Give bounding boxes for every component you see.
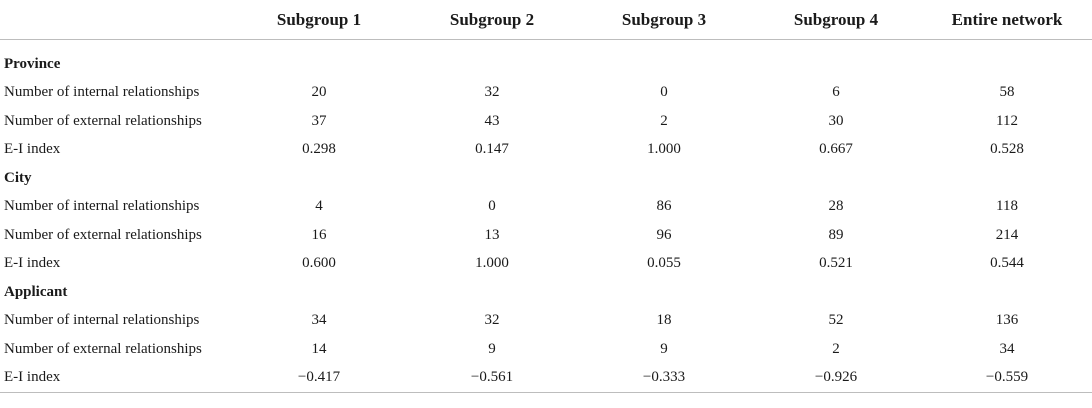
section-row: City	[0, 164, 1092, 193]
table-cell: 96	[656, 226, 672, 243]
table-cell: 14	[311, 340, 327, 357]
table-row: E-I index 0.600 1.000 0.055 0.521 0.544	[0, 250, 1092, 279]
table-cell: 16	[311, 226, 327, 243]
row-label: Number of internal relationships	[4, 84, 200, 101]
header-cell-entire-network: Entire network	[922, 0, 1092, 40]
table-cell: 1.000	[647, 141, 681, 158]
table-row: Number of internal relationships 34 32 18 52…	[0, 307, 1092, 336]
table-cell: 0.298	[302, 141, 336, 158]
header-cell-subgroup-2: Subgroup 2	[406, 0, 578, 40]
table-cell: 0.147	[475, 141, 509, 158]
row-label: Number of internal relationships	[4, 312, 200, 329]
row-label: Number of internal relationships	[4, 198, 200, 215]
table-cell: 0.544	[990, 255, 1024, 272]
table-cell: −0.561	[406, 363, 578, 393]
spacer-cell	[0, 40, 1092, 51]
table-body: Province Number of internal relationships…	[0, 40, 1092, 393]
table-cell: 86	[656, 198, 672, 215]
section-row: Province	[0, 50, 1092, 79]
header-cell-blank	[0, 0, 232, 40]
table-cell: 0.600	[302, 255, 336, 272]
table-cell: 20	[311, 84, 327, 101]
table-cell: 6	[832, 84, 840, 101]
section-title: Applicant	[4, 283, 68, 300]
section-title: City	[4, 169, 32, 186]
table-row: Number of internal relationships 4 0 86 28 11…	[0, 193, 1092, 222]
table-cell: 89	[828, 226, 844, 243]
table-cell: −0.926	[750, 363, 922, 393]
table-cell: −0.333	[578, 363, 750, 393]
table-cell: 1.000	[475, 255, 509, 272]
table-row: Number of external relationships 37 43 2 30 1…	[0, 107, 1092, 136]
section-title: Province	[4, 55, 61, 72]
table-cell: 118	[996, 198, 1018, 215]
header-row: Subgroup 1 Subgroup 2 Subgroup 3 Subgrou…	[0, 0, 1092, 40]
table-cell: 4	[315, 198, 323, 215]
table-cell: 30	[828, 112, 844, 129]
table-cell: 0	[660, 84, 668, 101]
table-cell: 43	[484, 112, 500, 129]
table-cell: 112	[996, 112, 1018, 129]
table-cell: 34	[311, 312, 327, 329]
table-cell: 136	[995, 312, 1019, 329]
table-cell: 214	[995, 226, 1019, 243]
table-cell: 18	[656, 312, 672, 329]
table-cell: 2	[660, 112, 668, 129]
row-label: Number of external relationships	[4, 112, 202, 129]
table-cell: 34	[999, 340, 1015, 357]
table-cell: 0.667	[819, 141, 853, 158]
table-cell: 37	[311, 112, 327, 129]
row-label: E-I index	[4, 141, 61, 158]
row-label: Number of external relationships	[4, 226, 202, 243]
table-cell: 2	[832, 340, 840, 357]
table-header: Subgroup 1 Subgroup 2 Subgroup 3 Subgrou…	[0, 0, 1092, 40]
table-cell: 0	[488, 198, 496, 215]
header-cell-subgroup-3: Subgroup 3	[578, 0, 750, 40]
table-cell: 0.528	[990, 141, 1024, 158]
row-label: E-I index	[4, 255, 61, 272]
table-cell: 9	[488, 340, 496, 357]
table-cell: 32	[484, 84, 500, 101]
table-cell: 9	[660, 340, 668, 357]
row-label: E-I index	[0, 363, 232, 393]
ei-index-table: Subgroup 1 Subgroup 2 Subgroup 3 Subgrou…	[0, 0, 1092, 393]
table-cell: 28	[828, 198, 844, 215]
row-label: Number of external relationships	[4, 340, 202, 357]
table-cell: 58	[999, 84, 1015, 101]
header-cell-subgroup-1: Subgroup 1	[232, 0, 406, 40]
table-cell: 13	[484, 226, 500, 243]
table-cell: 0.055	[647, 255, 681, 272]
table-row: Number of external relationships 16 13 96 89…	[0, 221, 1092, 250]
table-row: E-I index 0.298 0.147 1.000 0.667 0.528	[0, 136, 1092, 165]
header-cell-subgroup-4: Subgroup 4	[750, 0, 922, 40]
table-row: E-I index −0.417 −0.561 −0.333 −0.926 −0.559	[0, 363, 1092, 393]
table-spacer	[0, 40, 1092, 51]
table-cell: 0.521	[819, 255, 853, 272]
table-cell: −0.559	[922, 363, 1092, 393]
table-row: Number of internal relationships 20 32 0 6 58	[0, 79, 1092, 108]
table-row: Number of external relationships 14 9 9 2 34	[0, 335, 1092, 364]
table-cell: −0.417	[232, 363, 406, 393]
table-cell: 32	[484, 312, 500, 329]
section-row: Applicant	[0, 278, 1092, 307]
table-cell: 52	[828, 312, 844, 329]
